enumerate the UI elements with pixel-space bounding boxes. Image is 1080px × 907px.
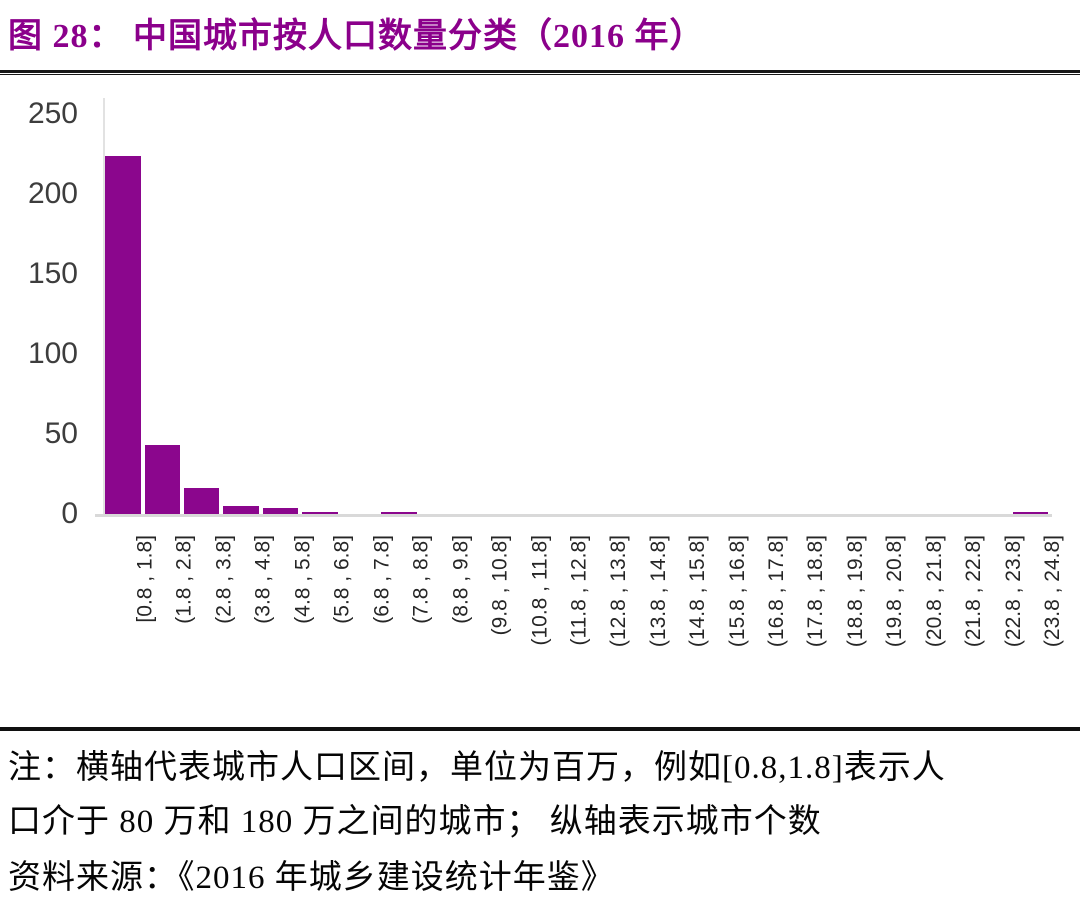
x-tick-label: (9.8 , 10.8] — [488, 535, 512, 636]
x-tick-label: (4.8 , 5.8] — [291, 535, 315, 624]
x-tick-label: (6.8 , 7.8] — [370, 535, 394, 624]
bar-chart: 0 50 100 150 200 250 [0.8 , 1.8] (1.8 , 2.8] (2… — [27, 97, 1065, 648]
note-divider — [0, 727, 1080, 731]
plot-area — [103, 114, 1050, 514]
y-tick-100: 100 — [27, 337, 78, 370]
x-tick-label: (22.8 , 23.8] — [1001, 535, 1025, 648]
x-tick-label: (12.8 , 13.8] — [607, 535, 631, 648]
y-tick-200: 200 — [27, 177, 78, 210]
bar-6 — [302, 512, 338, 514]
x-axis-line — [95, 514, 1052, 517]
bar-1 — [105, 155, 141, 514]
source-line: 资料来源：《2016 年城乡建设统计年鉴》 — [8, 860, 615, 896]
x-tick-label: (7.8 , 8.8] — [409, 535, 433, 624]
bar-4 — [223, 506, 259, 514]
title-divider — [0, 70, 1080, 75]
x-tick-label: (20.8 , 21.8] — [922, 535, 946, 648]
x-tick-label: [0.8 , 1.8] — [133, 535, 157, 623]
x-tick-label: (15.8 , 16.8] — [725, 535, 749, 648]
x-tick-label: (3.8 , 4.8] — [252, 535, 276, 624]
chart-note-line2: 口介于 80 万和 180 万之间的城市； 纵轴表示城市个数 — [8, 804, 822, 840]
x-tick-label: (21.8 , 22.8] — [962, 535, 986, 648]
y-tick-150: 150 — [27, 257, 78, 290]
bar-24 — [1012, 512, 1048, 514]
x-tick-label: (19.8 , 20.8] — [883, 535, 907, 648]
y-tick-250: 250 — [27, 97, 78, 130]
x-tick-label: (11.8 , 12.8] — [567, 535, 591, 646]
y-tick-50: 50 — [44, 417, 78, 450]
x-tick-label: (13.8 , 14.8] — [646, 535, 670, 648]
x-tick-label: (14.8 , 15.8] — [686, 535, 710, 648]
y-tick-0: 0 — [61, 497, 78, 530]
x-tick-label: (23.8 , 24.8] — [1041, 535, 1065, 648]
x-tick-label: (2.8 , 3.8] — [212, 535, 236, 624]
chart-note-line1: 注：横轴代表城市人口区间，单位为百万，例如[0.8,1.8]表示人 — [8, 750, 946, 786]
x-tick-label: (17.8 , 18.8] — [804, 535, 828, 648]
x-tick-label: (10.8 , 11.8] — [528, 535, 552, 646]
x-tick-label: (16.8 , 17.8] — [765, 535, 789, 648]
y-axis-line — [103, 98, 105, 515]
bar-3 — [183, 488, 220, 514]
x-tick-label: (1.8 , 2.8] — [173, 535, 197, 624]
figure-title: 图 28： 中国城市按人口数量分类（2016 年） — [8, 18, 705, 55]
bar-2 — [144, 445, 180, 514]
x-tick-label: (8.8 , 9.8] — [449, 535, 473, 624]
x-tick-label: (5.8 , 6.8] — [331, 535, 354, 624]
bar-8 — [381, 512, 417, 514]
x-tick-label: (18.8 , 19.8] — [844, 535, 867, 648]
bar-5 — [262, 507, 299, 514]
